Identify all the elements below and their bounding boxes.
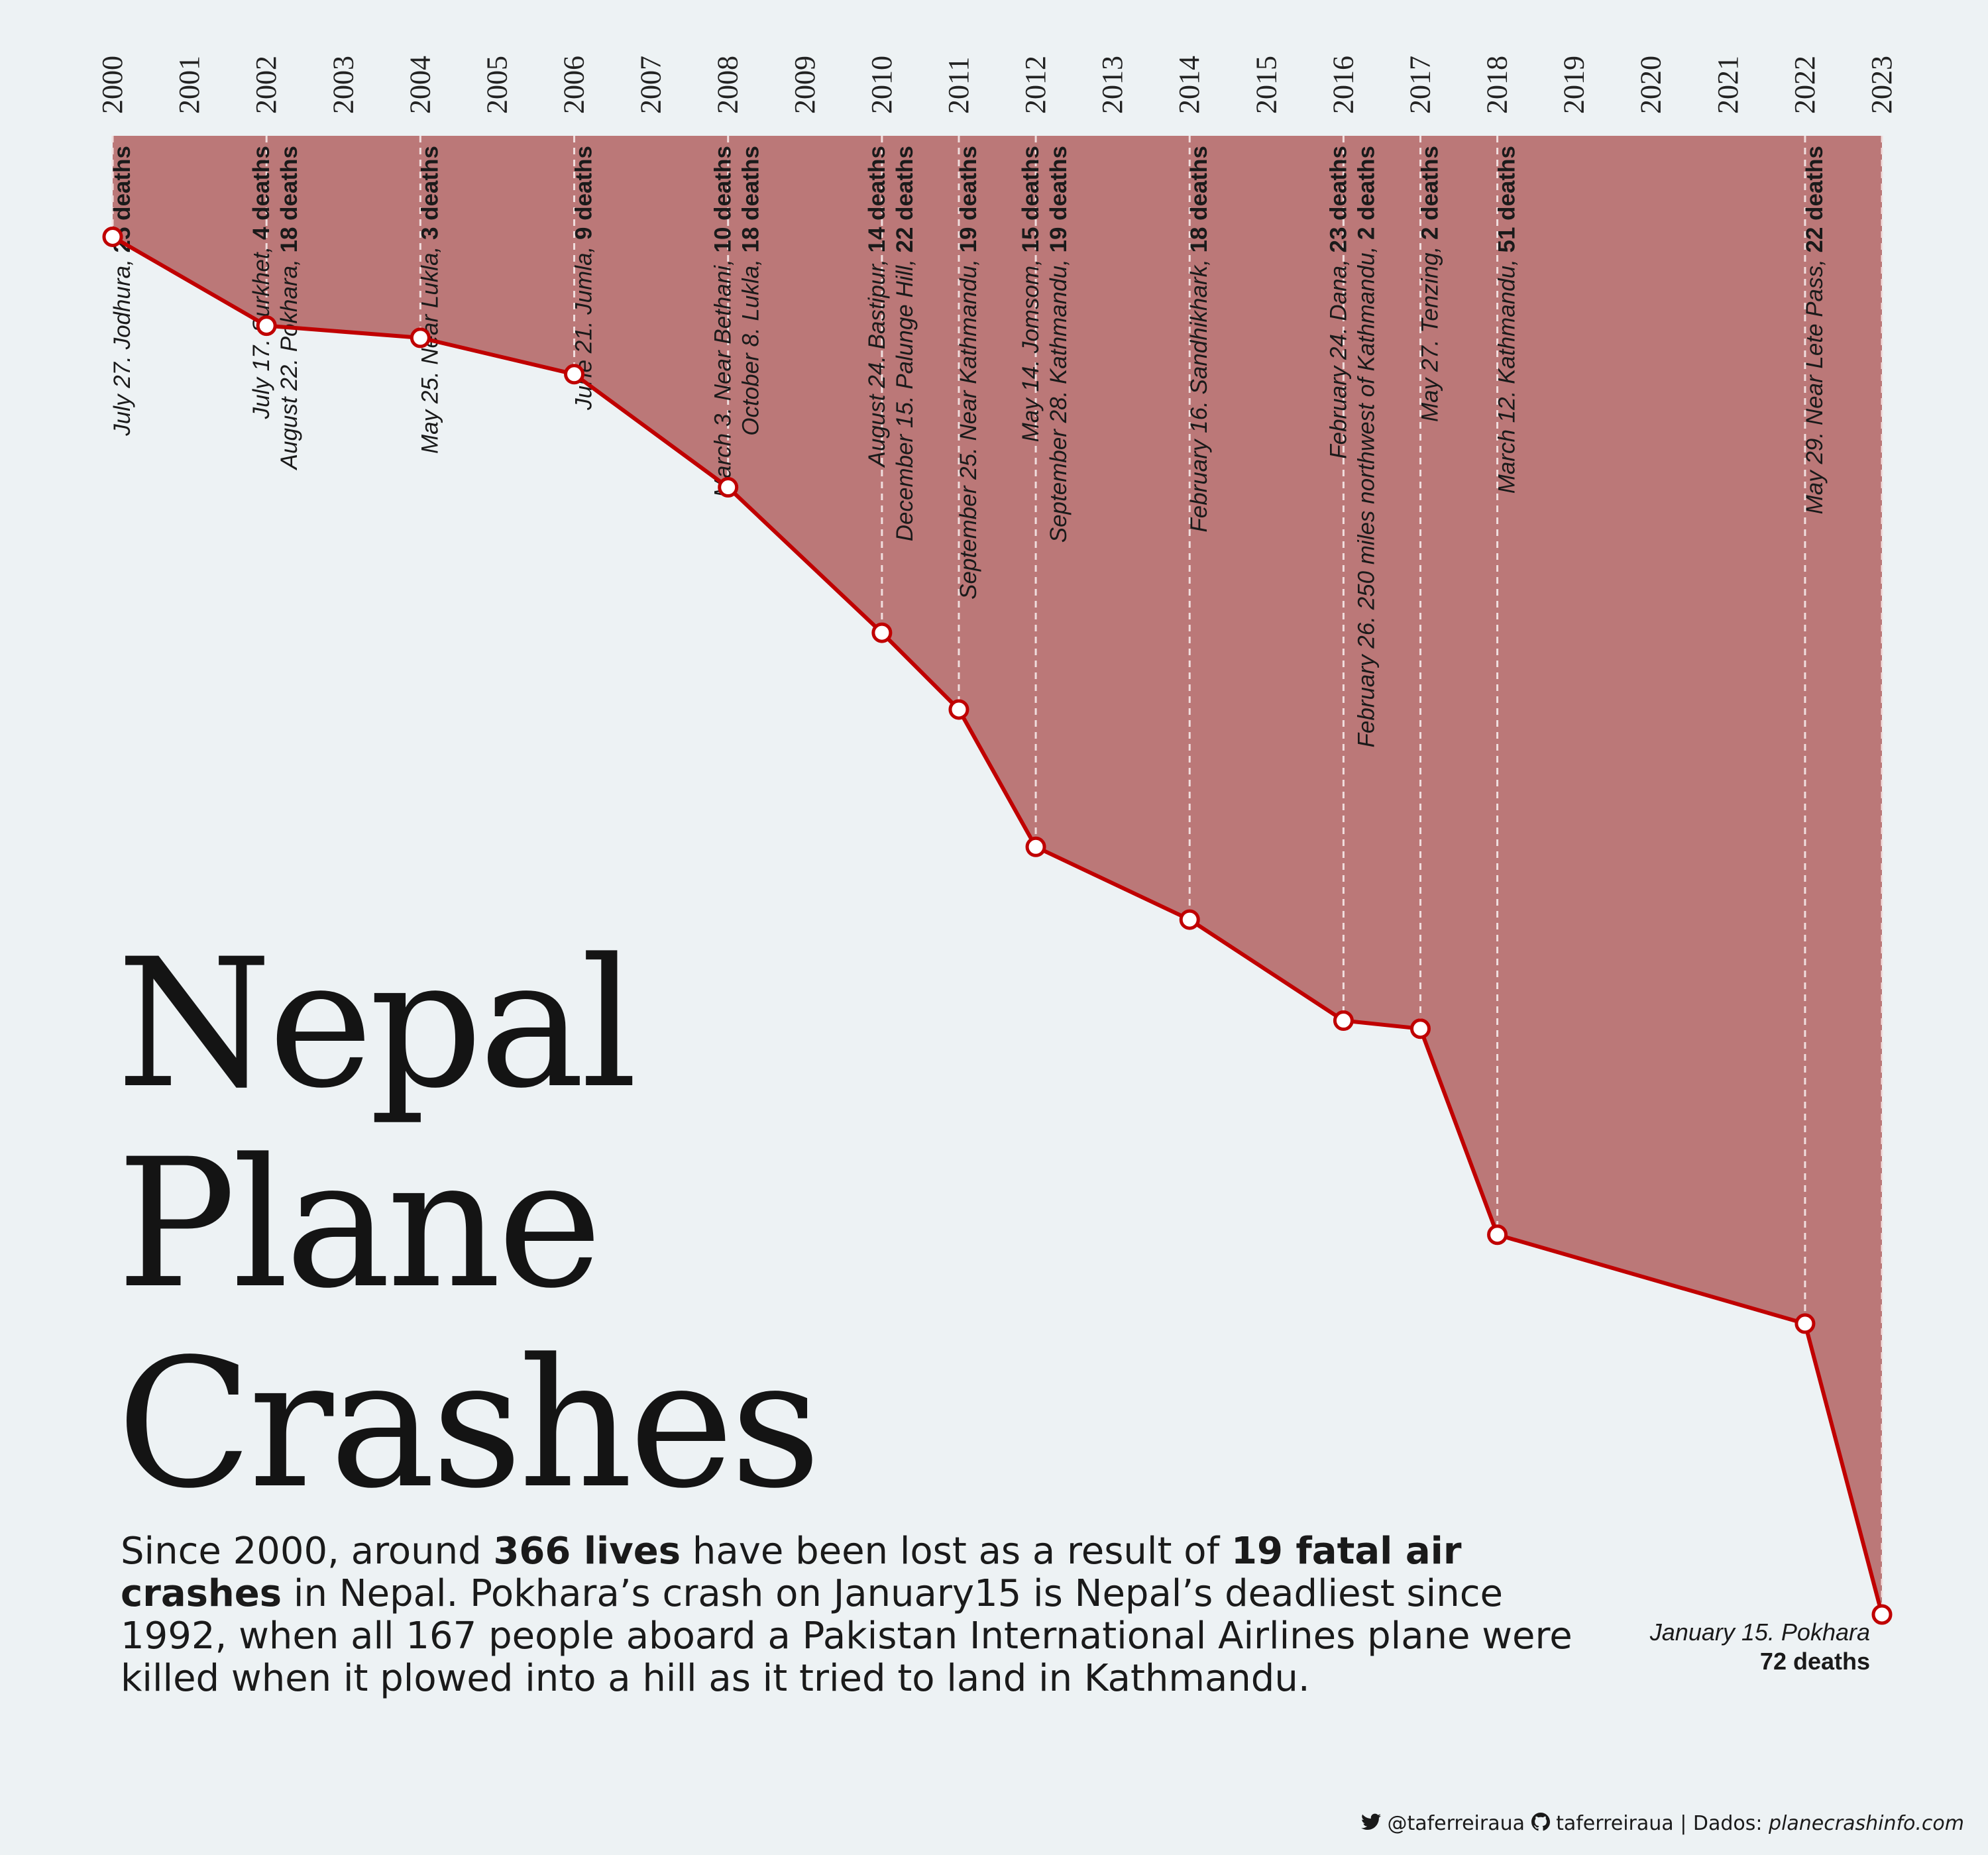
- event-label-2017-1: May 27. Tenzing, 2 deaths: [1417, 146, 1443, 422]
- subtitle-lives-count: 366 lives: [493, 1530, 681, 1573]
- year-label-2019: 2019: [1558, 56, 1590, 114]
- year-label-2003: 2003: [327, 56, 359, 114]
- last-event-location: January 15. Pokhara: [1649, 1618, 1870, 1646]
- event-label-2008-1: March 3. Near Bethani, 10 deaths: [710, 146, 736, 498]
- crash-marker-2014: [1179, 909, 1200, 930]
- year-label-2009: 2009: [789, 56, 821, 114]
- github-handle[interactable]: taferreiraua: [1556, 1812, 1674, 1835]
- crash-marker-2022: [1795, 1313, 1816, 1334]
- twitter-bird-icon: [1360, 1813, 1381, 1836]
- subtitle-paragraph: Since 2000, around 366 lives have been l…: [121, 1530, 1618, 1700]
- footer-credits: @taferreiraua taferreiraua | Dados: plan…: [1360, 1812, 1964, 1836]
- year-label-2015: 2015: [1250, 56, 1282, 114]
- year-label-2018: 2018: [1481, 56, 1514, 114]
- title-line-1: Nepal: [117, 921, 637, 1128]
- year-label-2010: 2010: [865, 56, 898, 114]
- github-icon: [1531, 1812, 1550, 1836]
- cumulative-deaths-area: [113, 136, 1882, 1615]
- year-label-2011: 2011: [942, 57, 975, 114]
- title-line-2: Plane: [117, 1121, 602, 1328]
- year-label-2008: 2008: [712, 56, 744, 114]
- crash-marker-2023: [1871, 1604, 1893, 1625]
- year-label-2016: 2016: [1327, 56, 1359, 114]
- year-label-2020: 2020: [1635, 56, 1667, 114]
- crash-marker-2000: [102, 226, 123, 247]
- year-label-2004: 2004: [404, 56, 436, 114]
- year-label-2005: 2005: [480, 56, 513, 114]
- crash-marker-2018: [1487, 1224, 1508, 1246]
- event-label-2016-2: February 26. 250 miles northwest of Kath…: [1353, 146, 1379, 748]
- event-label-2006-1: June 21. Jumla, 9 deaths: [571, 146, 597, 411]
- event-label-2004-1: May 25. Near Lukla, 3 deaths: [417, 146, 443, 454]
- event-label-2002-2: August 22. Pokhara, 18 deaths: [276, 146, 302, 470]
- year-label-2000: 2000: [96, 56, 129, 114]
- year-label-2014: 2014: [1173, 56, 1205, 114]
- last-event-annotation: January 15. Pokhara 72 deaths: [1650, 1618, 1870, 1676]
- year-label-2007: 2007: [635, 56, 667, 114]
- crash-marker-2008: [718, 477, 739, 498]
- crash-marker-2004: [410, 327, 431, 348]
- year-label-2001: 2001: [173, 56, 205, 114]
- subtitle-text-3: in Nepal. Pokhara’s crash on January15 i…: [121, 1572, 1573, 1700]
- year-label-2012: 2012: [1019, 56, 1052, 114]
- crash-marker-2017: [1409, 1018, 1431, 1039]
- event-annotations: July 27. Jodhura, 25 deaths July 17. Surk…: [109, 146, 1828, 748]
- year-label-2017: 2017: [1404, 56, 1436, 114]
- event-label-2014-1: February 16. Sandhikhark, 18 deaths: [1186, 146, 1212, 533]
- year-label-2022: 2022: [1789, 56, 1821, 114]
- crash-marker-2016: [1333, 1010, 1354, 1032]
- crash-markers: [102, 226, 1893, 1625]
- event-label-2012-1: May 14. Jomsom, 15 deaths: [1018, 146, 1044, 442]
- cumulative-deaths-line: [111, 235, 1884, 1615]
- event-label-2000-1: July 27. Jodhura, 25 deaths: [109, 146, 135, 437]
- page-title: Nepal Plane Crashes: [117, 921, 821, 1528]
- twitter-handle[interactable]: @taferreiraua: [1387, 1812, 1525, 1835]
- title-line-3: Crashes: [117, 1321, 821, 1528]
- event-label-2002-1: July 17. Surkhet, 4 deaths: [248, 146, 274, 419]
- event-label-2010-1: August 24. Bastipur, 14 deaths: [864, 146, 890, 468]
- footer-separator: |: [1680, 1812, 1687, 1835]
- subtitle-text-1: Since 2000, around: [121, 1530, 494, 1573]
- source-label: Dados:: [1692, 1812, 1763, 1835]
- event-label-2012-2: September 28. Kathmandu, 19 deaths: [1046, 146, 1072, 543]
- cumulative-deaths-area-layer: [113, 136, 1882, 1615]
- cumulative-deaths-line-layer: [111, 235, 1884, 1615]
- subtitle-text-2: have been lost as a result of: [681, 1530, 1231, 1573]
- crash-marker-2006: [564, 364, 585, 385]
- last-event-deaths: 72 deaths: [1759, 1648, 1870, 1675]
- year-label-2021: 2021: [1712, 56, 1744, 114]
- year-label-2023: 2023: [1865, 56, 1898, 114]
- year-label-2002: 2002: [250, 56, 282, 114]
- year-label-2013: 2013: [1096, 56, 1129, 114]
- subtitle-crash-count: 19 fatal air crashes: [121, 1530, 1462, 1615]
- year-label-2006: 2006: [558, 56, 590, 114]
- event-label-2008-2: October 8. Lukla, 18 deaths: [738, 146, 764, 436]
- source-link[interactable]: planecrashinfo.com: [1769, 1812, 1964, 1835]
- crash-marker-2012: [1025, 836, 1046, 857]
- event-label-2011-1: September 25. Near Kathmandu, 19 deaths: [956, 146, 981, 600]
- event-label-2018-1: March 12. Kathmandu, 51 deaths: [1494, 146, 1520, 494]
- year-axis-labels: 2000 2001 2002 2003 2004 2005 2006 2007 2008 2009…: [96, 56, 1898, 114]
- crash-marker-2010: [871, 622, 893, 643]
- crash-marker-2011: [948, 699, 969, 720]
- event-label-2022-1: May 29. Near Lete Pass, 22 deaths: [1802, 146, 1828, 514]
- crash-marker-2002: [256, 315, 277, 337]
- event-label-2016-1: February 24. Dana, 23 deaths: [1325, 146, 1351, 459]
- event-label-2010-2: December 15. Palunge Hill, 22 deaths: [892, 146, 918, 541]
- year-guide-lines: [111, 136, 1883, 1615]
